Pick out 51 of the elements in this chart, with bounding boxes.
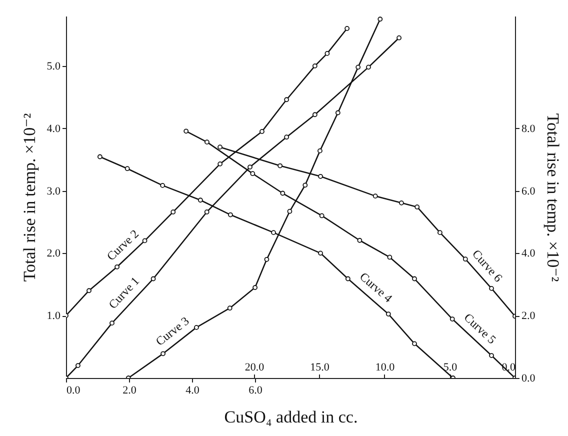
point bbox=[198, 198, 203, 203]
y-tick-label: 2.0 bbox=[46, 248, 61, 260]
y-axis-title: Total rise in temp. ×10⁻² bbox=[543, 113, 562, 282]
point bbox=[387, 254, 392, 260]
point bbox=[278, 163, 283, 168]
point bbox=[204, 140, 210, 145]
y-tick-label: 1.0 bbox=[46, 310, 61, 322]
point bbox=[438, 230, 442, 236]
point bbox=[386, 312, 391, 316]
x-tick-label: 6.0 bbox=[248, 384, 263, 396]
x-tick-label: 2.0 bbox=[122, 384, 137, 396]
x-tick-label: 0.0 bbox=[66, 384, 81, 396]
y-tick-label: 2.0 bbox=[522, 310, 536, 322]
y-tick-label: 0.0 bbox=[522, 372, 536, 384]
y-axis-title: Total rise in temp. ×10⁻² bbox=[20, 113, 39, 282]
point bbox=[318, 174, 323, 179]
point bbox=[184, 128, 189, 134]
point bbox=[489, 286, 494, 291]
point bbox=[124, 166, 130, 172]
point bbox=[357, 238, 362, 243]
point bbox=[319, 213, 324, 218]
point bbox=[462, 256, 468, 262]
point bbox=[318, 250, 323, 256]
point bbox=[228, 212, 233, 218]
point bbox=[250, 171, 256, 176]
point bbox=[345, 276, 350, 282]
x-tick-label: 5.0 bbox=[443, 362, 458, 374]
point bbox=[398, 200, 404, 206]
text: Curve 3 bbox=[152, 314, 192, 348]
point bbox=[97, 154, 102, 160]
point bbox=[414, 204, 420, 210]
point bbox=[271, 230, 276, 236]
point bbox=[218, 144, 222, 150]
x-tick-label: 15.0 bbox=[310, 362, 330, 374]
point bbox=[450, 316, 455, 322]
point bbox=[412, 276, 417, 282]
x-tick-label: 20.0 bbox=[244, 362, 265, 374]
y-tick-label: 3.0 bbox=[46, 185, 61, 198]
y-tick-label: 5.0 bbox=[46, 60, 61, 72]
x-tick-label: 10.0 bbox=[375, 362, 396, 374]
y-tick-label: 6.0 bbox=[522, 185, 536, 198]
point bbox=[489, 353, 494, 358]
x-tick-label: 4.0 bbox=[186, 384, 200, 396]
y-tick-label: 4.0 bbox=[46, 122, 61, 135]
point bbox=[280, 190, 286, 196]
point bbox=[372, 194, 378, 199]
point bbox=[412, 341, 417, 346]
x-axis-title: CuSO₄ added in cc. bbox=[224, 408, 358, 426]
y-tick-label: 4.0 bbox=[522, 248, 536, 260]
y-tick-label: 8.0 bbox=[522, 122, 536, 135]
point bbox=[160, 183, 166, 188]
